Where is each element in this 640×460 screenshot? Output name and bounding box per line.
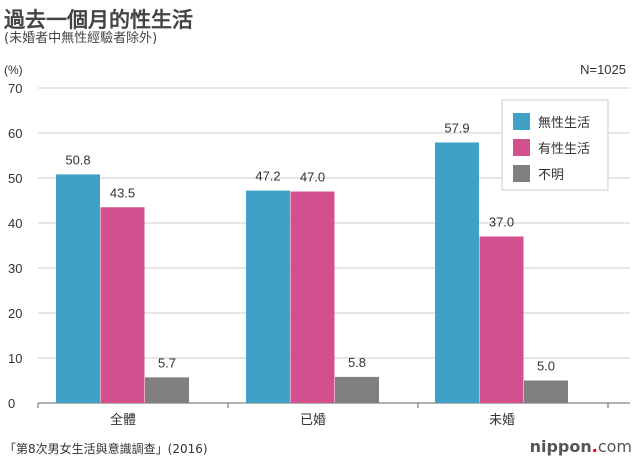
bar-不明-全體: [145, 377, 189, 403]
chart-subtitle: (未婚者中無性經驗者除外): [4, 31, 158, 46]
y-tick-label: 10: [8, 351, 22, 366]
n-annotation: N=1025: [580, 62, 626, 77]
source-note: 「第8次男女生活與意識調查」(2016): [4, 442, 208, 456]
data-label: 47.0: [300, 170, 325, 185]
nippon-logo: nippon.com: [530, 437, 632, 456]
data-label: 57.9: [444, 120, 469, 135]
legend-swatch: [513, 139, 530, 156]
legend-swatch: [513, 113, 530, 130]
y-tick-label: 40: [8, 216, 22, 231]
y-tick-label: 0: [8, 396, 15, 411]
logo-dot: .: [591, 437, 598, 456]
data-label: 43.5: [110, 185, 135, 200]
data-label: 50.8: [65, 152, 90, 167]
y-tick-label: 20: [8, 306, 22, 321]
legend-swatch: [513, 165, 530, 182]
legend-label: 有性生活: [538, 142, 590, 157]
logo-main: nippon: [529, 437, 592, 456]
bar-不明-未婚: [524, 380, 568, 403]
y-tick-label: 30: [8, 261, 22, 276]
y-tick-label: 50: [8, 171, 22, 186]
y-tick-label: 70: [8, 81, 22, 96]
y-tick-label: 60: [8, 126, 22, 141]
bar-有性生活-未婚: [479, 236, 524, 403]
data-label: 5.7: [158, 355, 176, 370]
bar-有性生活-已婚: [290, 191, 335, 403]
x-tick-label: 已婚: [300, 413, 326, 428]
legend-label: 不明: [538, 168, 564, 183]
bar-無性生活-全體: [56, 174, 100, 403]
bar-無性生活-已婚: [246, 190, 290, 403]
legend-label: 無性生活: [538, 116, 590, 131]
data-label: 5.8: [348, 355, 366, 370]
bar-有性生活-全體: [100, 207, 145, 403]
data-label: 5.0: [537, 359, 555, 374]
x-tick-label: 全體: [110, 412, 136, 428]
data-label: 47.2: [255, 169, 280, 184]
bar-無性生活-未婚: [435, 142, 479, 403]
bar-不明-已婚: [335, 376, 379, 403]
logo-suffix: com: [597, 437, 632, 456]
y-axis-label: (%): [4, 63, 23, 77]
data-label: 37.0: [489, 215, 514, 230]
x-tick-label: 未婚: [489, 413, 515, 428]
chart-title: 過去一個月的性生活: [4, 8, 193, 32]
